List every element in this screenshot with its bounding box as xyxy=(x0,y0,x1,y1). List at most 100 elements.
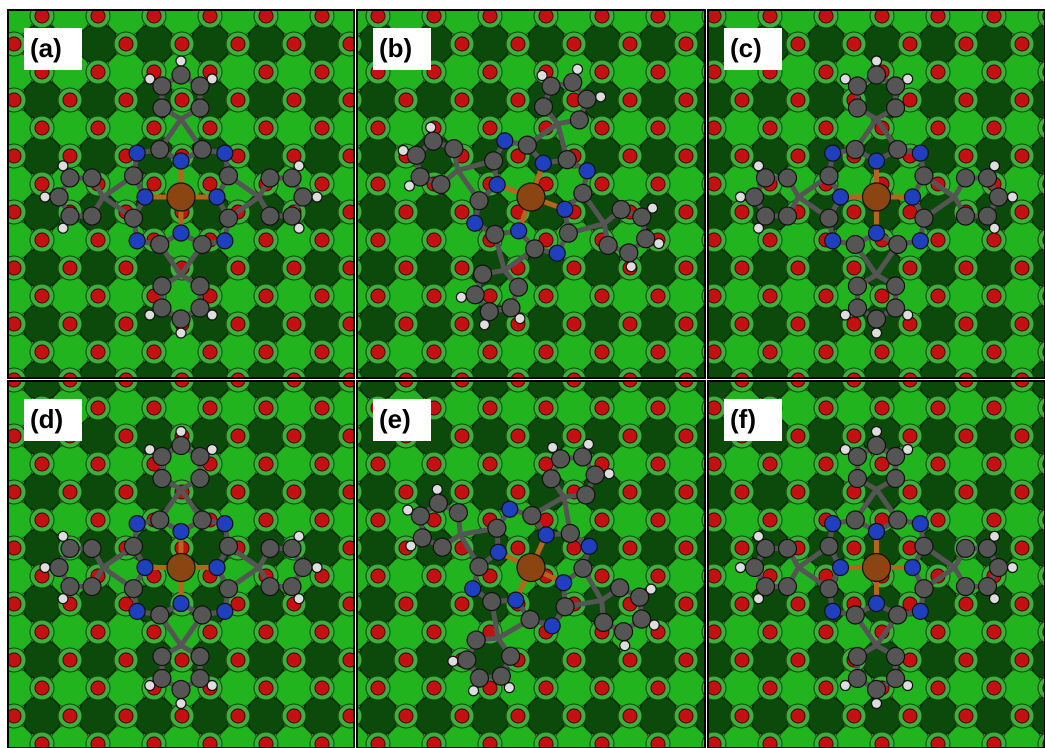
atom xyxy=(50,559,68,577)
atom xyxy=(825,516,841,532)
atom xyxy=(151,606,169,624)
atom xyxy=(217,233,233,249)
atom xyxy=(193,511,211,529)
atom xyxy=(173,524,189,540)
atom xyxy=(219,209,237,227)
atom xyxy=(176,699,186,709)
atom xyxy=(172,66,190,84)
atom xyxy=(193,235,211,253)
atom xyxy=(40,563,50,573)
atom xyxy=(863,554,891,582)
atom xyxy=(757,578,775,596)
atom xyxy=(887,277,905,295)
atom xyxy=(191,299,209,317)
atom xyxy=(746,188,764,206)
atom xyxy=(193,606,211,624)
atom xyxy=(757,539,775,557)
atom xyxy=(872,328,882,338)
atom xyxy=(173,225,189,241)
atom xyxy=(825,145,841,161)
atom xyxy=(889,235,907,253)
panel-label: (a) xyxy=(30,33,62,63)
atom xyxy=(151,235,169,253)
atom xyxy=(887,77,905,95)
atom xyxy=(979,578,997,596)
atom xyxy=(176,328,186,338)
atom xyxy=(915,209,933,227)
atom xyxy=(125,209,143,227)
atom xyxy=(167,554,195,582)
atom xyxy=(779,169,797,187)
atom xyxy=(889,141,907,159)
atom xyxy=(869,153,885,169)
atom xyxy=(129,603,145,619)
atom xyxy=(191,99,209,117)
atom xyxy=(990,188,1008,206)
atom xyxy=(887,99,905,117)
atom xyxy=(889,606,907,624)
atom xyxy=(905,189,921,205)
atom xyxy=(261,207,279,225)
atom xyxy=(887,648,905,666)
atom xyxy=(172,310,190,328)
atom xyxy=(153,299,171,317)
atom xyxy=(820,167,838,185)
atom xyxy=(825,233,841,249)
panel-label: (e) xyxy=(379,404,411,434)
atom xyxy=(219,167,237,185)
atom xyxy=(848,670,866,688)
atom xyxy=(889,511,907,529)
atom xyxy=(176,56,186,66)
atom xyxy=(869,524,885,540)
atom xyxy=(912,233,928,249)
atom xyxy=(137,189,153,205)
atom xyxy=(217,603,233,619)
atom xyxy=(153,470,171,488)
atom xyxy=(833,560,849,576)
atom xyxy=(209,189,225,205)
atom xyxy=(129,516,145,532)
atom xyxy=(868,437,886,455)
atom xyxy=(887,670,905,688)
atom xyxy=(283,578,301,596)
atom xyxy=(990,559,1008,577)
atom xyxy=(912,145,928,161)
atom xyxy=(191,448,209,466)
atom xyxy=(294,188,312,206)
atom xyxy=(868,310,886,328)
panel-label: (c) xyxy=(730,33,762,63)
atom xyxy=(905,560,921,576)
atom xyxy=(746,559,764,577)
atom xyxy=(736,192,746,202)
atom xyxy=(83,207,101,225)
atom xyxy=(191,277,209,295)
atom xyxy=(848,99,866,117)
atom xyxy=(261,169,279,187)
atom xyxy=(83,539,101,557)
atom xyxy=(887,299,905,317)
atom xyxy=(957,207,975,225)
panel-label: (f) xyxy=(730,404,756,434)
atom xyxy=(167,183,195,211)
atom xyxy=(872,56,882,66)
atom xyxy=(283,169,301,187)
atom xyxy=(312,192,322,202)
atom xyxy=(153,448,171,466)
atom xyxy=(193,141,211,159)
atom xyxy=(825,603,841,619)
atom xyxy=(125,167,143,185)
atom xyxy=(957,578,975,596)
atom xyxy=(872,427,882,437)
atom xyxy=(846,141,864,159)
atom xyxy=(173,153,189,169)
atom xyxy=(1008,192,1018,202)
atom xyxy=(1008,563,1018,573)
atom xyxy=(294,559,312,577)
atom xyxy=(912,603,928,619)
atom xyxy=(868,66,886,84)
atom xyxy=(869,225,885,241)
atom xyxy=(757,169,775,187)
atom xyxy=(129,233,145,249)
figure: (a)(b)(c)(d)(e)(f) xyxy=(0,0,1045,748)
atom xyxy=(61,207,79,225)
